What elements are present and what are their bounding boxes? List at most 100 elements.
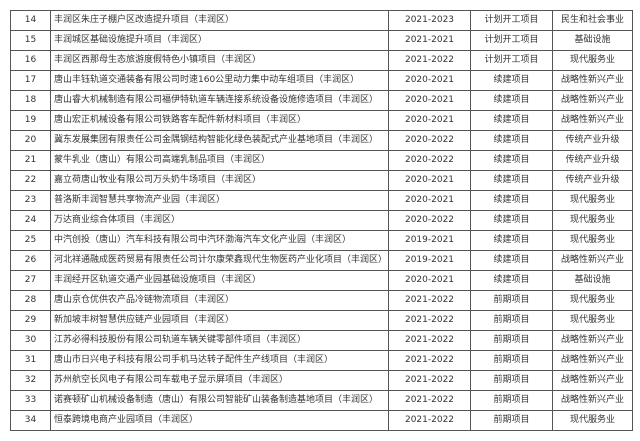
project-category: 基础设施 xyxy=(552,270,633,291)
project-category: 战略性新兴产业 xyxy=(552,250,633,271)
project-category: 现代服务业 xyxy=(552,310,633,331)
project-status: 续建项目 xyxy=(470,150,553,171)
project-category: 战略性新兴产业 xyxy=(552,70,633,91)
project-period: 2021-2022 xyxy=(388,350,471,371)
project-status: 续建项目 xyxy=(470,230,553,251)
row-number: 33 xyxy=(10,390,51,411)
table-row: 16 丰润区西那母生态旅游度假特色小镇项目（丰润区） 2021-2022 计划开工项目… xyxy=(10,50,633,71)
project-status: 续建项目 xyxy=(470,170,553,191)
project-status: 计划开工项目 xyxy=(470,50,553,71)
table-row: 29 新加坡丰树智慧供应链产业园项目（丰润区） 2021-2022 前期项目 现代服务业 xyxy=(10,310,633,331)
project-name: 江苏必得科技股份有限公司轨道车辆关键零部件项目（丰润区） xyxy=(50,330,389,351)
project-status: 计划开工项目 xyxy=(470,30,553,51)
table-row: 28 唐山京仓优供农产品冷链物流项目（丰润区） 2021-2022 前期项目 现代服务业 xyxy=(10,290,633,311)
project-name: 唐山京仓优供农产品冷链物流项目（丰润区） xyxy=(50,290,389,311)
table-row: 23 普洛斯丰润智慧共享物流产业园（丰润区） 2020-2021 续建项目 现代服务业 xyxy=(10,190,633,211)
row-number: 27 xyxy=(10,270,51,291)
table-row: 34 恒泰跨境电商产业园项目（丰润区） 2021-2022 前期项目 现代服务业 xyxy=(10,410,633,431)
table-row: 19 唐山宏正机械设备有限公司铁路客车配件新材料项目（丰润区） 2020-2021 续… xyxy=(10,110,633,131)
project-name: 丰润城区基础设施提升项目（丰润区） xyxy=(50,30,389,51)
project-status: 续建项目 xyxy=(470,70,553,91)
project-name: 唐山丰钰轨道交通装备有限公司时速160公里动力集中动车组项目（丰润区） xyxy=(50,70,389,91)
project-status: 前期项目 xyxy=(470,290,553,311)
row-number: 23 xyxy=(10,190,51,211)
project-period: 2020-2021 xyxy=(388,90,471,111)
project-name: 河北祥通融成医药贸易有限责任公司计尔康荣鑫现代生物医药产业化项目（丰润区） xyxy=(50,250,389,271)
project-period: 2021-2022 xyxy=(388,50,471,71)
project-period: 2021-2022 xyxy=(388,370,471,391)
table-row: 33 诺赛顿矿山机械设备制造（唐山）有限公司智能矿山装备制造基地项目（丰润区） 20… xyxy=(10,390,633,411)
row-number: 25 xyxy=(10,230,51,251)
table-row: 31 唐山市日兴电子科技有限公司手机马达转子配件生产线项目（丰润区） 2021-20… xyxy=(10,350,633,371)
project-name: 丰润区朱庄子棚户区改造提升项目（丰润区） xyxy=(50,10,389,31)
project-name: 唐山睿大机械制造有限公司福伊特轨道车辆连接系统设备设施修造项目（丰润区） xyxy=(50,90,389,111)
project-status: 前期项目 xyxy=(470,330,553,351)
table-row: 27 丰润经开区轨道交通产业园基础设施项目（丰润区） 2020-2021 续建项目 基础… xyxy=(10,270,633,291)
project-status: 前期项目 xyxy=(470,350,553,371)
project-period: 2021-2022 xyxy=(388,390,471,411)
project-category: 现代服务业 xyxy=(552,290,633,311)
project-period: 2021-2022 xyxy=(388,290,471,311)
project-name: 唐山宏正机械设备有限公司铁路客车配件新材料项目（丰润区） xyxy=(50,110,389,131)
row-number: 34 xyxy=(10,410,51,431)
project-status: 续建项目 xyxy=(470,190,553,211)
table-row: 25 中汽创投（唐山）汽车科技有限公司中汽环渤海汽车文化产业园（丰润区） 2019-… xyxy=(10,230,633,251)
project-period: 2021-2021 xyxy=(388,30,471,51)
project-category: 传统产业升级 xyxy=(552,150,633,171)
project-category: 战略性新兴产业 xyxy=(552,350,633,371)
project-status: 前期项目 xyxy=(470,410,553,431)
project-name: 恒泰跨境电商产业园项目（丰润区） xyxy=(50,410,389,431)
project-name: 诺赛顿矿山机械设备制造（唐山）有限公司智能矿山装备制造基地项目（丰润区） xyxy=(50,390,389,411)
project-name: 嘉立荷唐山牧业有限公司万头奶牛场项目（丰润区） xyxy=(50,170,389,191)
project-status: 计划开工项目 xyxy=(470,10,553,31)
row-number: 19 xyxy=(10,110,51,131)
project-name: 万达商业综合体项目（丰润区） xyxy=(50,210,389,231)
project-status: 续建项目 xyxy=(470,130,553,151)
project-name: 普洛斯丰润智慧共享物流产业园（丰润区） xyxy=(50,190,389,211)
project-status: 续建项目 xyxy=(470,270,553,291)
table-row: 32 苏州航空长风电子有限公司车载电子显示屏项目（丰润区） 2021-2022 前期项… xyxy=(10,370,633,391)
project-period: 2021-2022 xyxy=(388,310,471,331)
row-number: 31 xyxy=(10,350,51,371)
table-row: 15 丰润城区基础设施提升项目（丰润区） 2021-2021 计划开工项目 基础设施 xyxy=(10,30,633,51)
table-row: 21 蒙牛乳业（唐山）有限公司高端乳制品项目（丰润区） 2020-2022 续建项目传… xyxy=(10,150,633,171)
project-table-body: 14 丰润区朱庄子棚户区改造提升项目（丰润区） 2021-2023 计划开工项目 民生和… xyxy=(10,10,633,431)
project-status: 续建项目 xyxy=(470,110,553,131)
project-name: 蒙牛乳业（唐山）有限公司高端乳制品项目（丰润区） xyxy=(50,150,389,171)
project-name: 丰润经开区轨道交通产业园基础设施项目（丰润区） xyxy=(50,270,389,291)
project-category: 基础设施 xyxy=(552,30,633,51)
project-name: 中汽创投（唐山）汽车科技有限公司中汽环渤海汽车文化产业园（丰润区） xyxy=(50,230,389,251)
row-number: 15 xyxy=(10,30,51,51)
project-status: 前期项目 xyxy=(470,390,553,411)
project-category: 现代服务业 xyxy=(552,190,633,211)
project-status: 续建项目 xyxy=(470,90,553,111)
table-row: 17 唐山丰钰轨道交通装备有限公司时速160公里动力集中动车组项目（丰润区） 202… xyxy=(10,70,633,91)
project-period: 2019-2021 xyxy=(388,230,471,251)
table-row: 30 江苏必得科技股份有限公司轨道车辆关键零部件项目（丰润区） 2021-2022 前… xyxy=(10,330,633,351)
project-name: 苏州航空长风电子有限公司车载电子显示屏项目（丰润区） xyxy=(50,370,389,391)
table-row: 18 唐山睿大机械制造有限公司福伊特轨道车辆连接系统设备设施修造项目（丰润区） 20… xyxy=(10,90,633,111)
row-number: 14 xyxy=(10,10,51,31)
project-category: 民生和社会事业 xyxy=(552,10,633,31)
project-period: 2020-2021 xyxy=(388,110,471,131)
project-period: 2020-2022 xyxy=(388,210,471,231)
row-number: 32 xyxy=(10,370,51,391)
row-number: 28 xyxy=(10,290,51,311)
row-number: 24 xyxy=(10,210,51,231)
project-period: 2020-2022 xyxy=(388,130,471,151)
project-category: 现代服务业 xyxy=(552,210,633,231)
project-period: 2019-2021 xyxy=(388,250,471,271)
project-category: 战略性新兴产业 xyxy=(552,90,633,111)
project-period: 2020-2022 xyxy=(388,150,471,171)
project-status: 续建项目 xyxy=(470,250,553,271)
project-name: 唐山市日兴电子科技有限公司手机马达转子配件生产线项目（丰润区） xyxy=(50,350,389,371)
project-category: 现代服务业 xyxy=(552,410,633,431)
project-category: 传统产业升级 xyxy=(552,130,633,151)
project-name: 冀东发展集团有限责任公司金隅钢结构智能化绿色装配式产业基地项目（丰润区） xyxy=(50,130,389,151)
table-row: 26 河北祥通融成医药贸易有限责任公司计尔康荣鑫现代生物医药产业化项目（丰润区） 2… xyxy=(10,250,633,271)
project-status: 前期项目 xyxy=(470,370,553,391)
project-name: 新加坡丰树智慧供应链产业园项目（丰润区） xyxy=(50,310,389,331)
row-number: 30 xyxy=(10,330,51,351)
project-category: 战略性新兴产业 xyxy=(552,390,633,411)
table-row: 24 万达商业综合体项目（丰润区） 2020-2022 续建项目 现代服务业 xyxy=(10,210,633,231)
